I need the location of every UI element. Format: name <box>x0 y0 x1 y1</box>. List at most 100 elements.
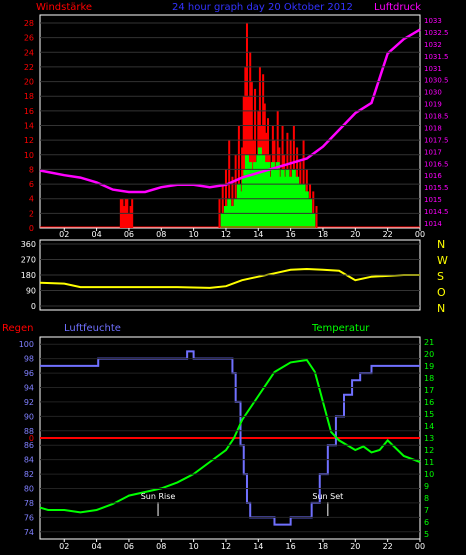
wind-avg-bar <box>304 191 309 228</box>
rain-label: Regen <box>2 323 34 334</box>
right-tick-label: 1015 <box>424 196 442 204</box>
temperature-tick-label: 17 <box>424 386 434 395</box>
wind-gust-bar <box>242 96 245 228</box>
humidity-tick-label: 92 <box>24 398 34 407</box>
x-tick-label: 12 <box>221 230 231 239</box>
humidity-tick-label: 100 <box>19 340 34 349</box>
temperature-tick-label: 7 <box>424 506 429 515</box>
x-tick-label: 02 <box>59 542 69 551</box>
right-tick-label: 1014.5 <box>424 208 449 216</box>
sun-rise-label: Sun Rise <box>141 492 176 501</box>
temperature-tick-label: 14 <box>424 422 434 431</box>
x-tick-label: 08 <box>156 230 166 239</box>
temperature-tick-label: 19 <box>424 362 434 371</box>
direction-tick-label: 360 <box>21 240 36 249</box>
right-tick-label: 1017 <box>424 148 442 156</box>
compass-label: S <box>437 270 444 283</box>
wind-avg-bar <box>223 206 228 228</box>
x-tick-label: 14 <box>253 542 263 551</box>
wind-avg-bar <box>301 184 306 228</box>
left-tick-label: 22 <box>24 63 34 72</box>
x-tick-label: 20 <box>350 542 360 551</box>
temperature-tick-label: 16 <box>424 398 434 407</box>
humidity-tick-label: 96 <box>24 369 34 378</box>
wind-avg-bar <box>288 176 293 228</box>
humidity-tick-label: 74 <box>24 528 34 537</box>
humidity-tick-label: 76 <box>24 513 34 522</box>
wind-avg-bar <box>298 184 303 228</box>
wind-gust-bar <box>254 88 257 229</box>
compass-label: N <box>437 238 445 251</box>
direction-tick-label: 0 <box>31 302 36 311</box>
wind-gust-bar <box>262 74 265 228</box>
temperature-tick-label: 12 <box>424 446 434 455</box>
left-tick-label: 28 <box>24 19 34 28</box>
wind-avg-bar <box>311 213 316 228</box>
left-tick-label: 16 <box>24 107 34 116</box>
direction-tick-label: 90 <box>26 287 36 296</box>
humidity-tick-label: 86 <box>24 441 34 450</box>
wind-gust-bar <box>234 154 237 228</box>
left-tick-label: 4 <box>29 195 34 204</box>
humidity-tick-label: 88 <box>24 427 34 436</box>
right-tick-label: 1015.5 <box>424 184 449 192</box>
left-tick-label: 14 <box>24 122 34 131</box>
right-tick-label: 1033 <box>424 17 442 25</box>
x-tick-label: 14 <box>253 230 263 239</box>
wind-direction-group <box>39 267 420 289</box>
x-tick-label: 20 <box>350 230 360 239</box>
wind-avg-bar <box>277 176 282 228</box>
x-tick-label: 10 <box>189 542 199 551</box>
left-tick-label: 6 <box>29 180 34 189</box>
wind-avg-bar <box>267 176 272 228</box>
compass-label: O <box>437 286 446 299</box>
wind-avg-bar <box>295 176 300 228</box>
right-tick-label: 1014 <box>424 220 442 228</box>
direction-tick-label: 180 <box>21 271 36 280</box>
chart-title: 24 hour graph day 20 Oktober 2012 <box>172 2 353 13</box>
humidity-tick-label: 82 <box>24 470 34 479</box>
x-tick-label: 06 <box>124 230 134 239</box>
temperature-tick-label: 6 <box>424 518 429 527</box>
humidity-tick-label: 94 <box>24 384 34 393</box>
wind-direction-line <box>39 267 420 289</box>
wind-avg-bar <box>220 213 225 228</box>
left-tick-label: 24 <box>24 48 34 57</box>
right-tick-label: 1031.5 <box>424 53 449 61</box>
temperature-tick-label: 11 <box>424 458 434 467</box>
temperature-tick-label: 13 <box>424 434 434 443</box>
right-tick-label: 1032 <box>424 41 442 49</box>
wind-gust-bar <box>129 206 132 228</box>
temperature-tick-label: 5 <box>424 530 429 539</box>
x-tick-label: 12 <box>221 542 231 551</box>
wind-speed-label: Windstärke <box>36 2 92 13</box>
pressure-label: Luftdruck <box>374 2 421 13</box>
pressure-line-group <box>39 28 421 194</box>
x-tick-label: 08 <box>156 542 166 551</box>
wind-gust-bar <box>123 206 126 228</box>
temperature-label: Temperatur <box>311 323 370 334</box>
wind-avg-bar <box>253 162 258 228</box>
wind-gust-bar <box>244 66 247 228</box>
x-tick-label: 16 <box>286 542 296 551</box>
wind-gust-bar <box>312 191 315 228</box>
left-tick-label: 20 <box>24 78 34 87</box>
temperature-tick-label: 10 <box>424 470 434 479</box>
x-tick-label: 22 <box>383 230 393 239</box>
left-tick-label: 8 <box>29 165 34 174</box>
right-tick-label: 1031 <box>424 65 442 73</box>
wind-gust-bar <box>127 213 130 228</box>
right-tick-label: 1030 <box>424 89 442 97</box>
wind-gust-bar <box>237 125 240 228</box>
x-tick-label: 18 <box>318 542 328 551</box>
left-tick-label: 18 <box>24 92 34 101</box>
x-tick-label: 10 <box>189 230 199 239</box>
compass-label: N <box>437 302 445 315</box>
temperature-tick-label: 15 <box>424 410 434 419</box>
x-tick-label: 04 <box>92 230 102 239</box>
left-tick-label: 12 <box>24 136 34 145</box>
humidity-tick-label: 90 <box>24 412 34 421</box>
x-tick-label: 02 <box>59 230 69 239</box>
sun-set-label: Sun Set <box>312 492 343 501</box>
